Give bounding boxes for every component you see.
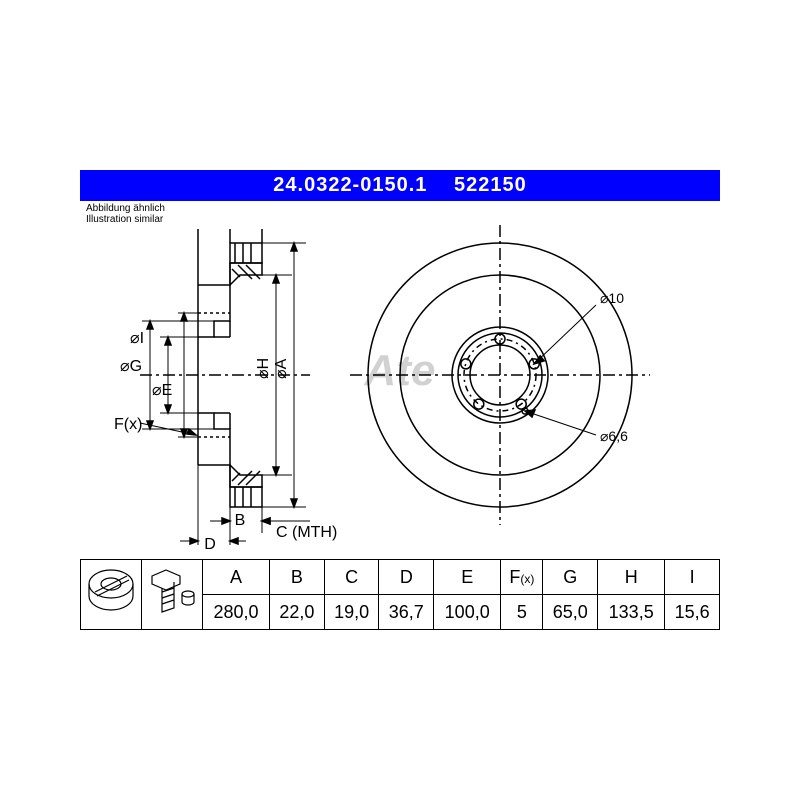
table-header-row: A B C D E F(x) G H I [81, 560, 720, 595]
label-dia10: ⌀10 [600, 290, 624, 306]
label-dia66: ⌀6,6 [600, 428, 628, 444]
label-diaI: ⌀I [130, 330, 144, 347]
val-D: 36,7 [379, 595, 434, 630]
label-diaH: ⌀H [255, 358, 272, 379]
part-code: 522150 [454, 174, 527, 196]
col-I: I [665, 560, 720, 595]
col-E: E [434, 560, 501, 595]
col-F: F(x) [501, 560, 543, 595]
label-diaE: ⌀E [152, 382, 172, 399]
subtitle-de: Abbildung ähnlich [86, 203, 720, 214]
col-A: A [203, 560, 270, 595]
val-E: 100,0 [434, 595, 501, 630]
val-F: 5 [501, 595, 543, 630]
tech-drawing-container: 24.0322-0150.1 522150 Abbildung ähnlich … [80, 170, 720, 630]
col-D: D [379, 560, 434, 595]
disc-icon-cell [81, 560, 142, 630]
label-diaG: ⌀G [120, 358, 142, 375]
val-C: 19,0 [324, 595, 379, 630]
bolt-icon-cell [142, 560, 203, 630]
col-G: G [543, 560, 598, 595]
subtitle-en: Illustration similar [86, 214, 720, 225]
col-B: B [270, 560, 325, 595]
subtitle: Abbildung ähnlich Illustration similar [86, 203, 720, 225]
label-Cmth: C (MTH) [276, 524, 337, 541]
dimension-table: A B C D E F(x) G H I 280,0 22,0 19,0 36,… [80, 559, 720, 630]
col-H: H [598, 560, 665, 595]
label-Fx: F(x) [114, 416, 142, 433]
val-B: 22,0 [270, 595, 325, 630]
brand-watermark: Ate [364, 346, 436, 395]
val-H: 133,5 [598, 595, 665, 630]
technical-drawing-svg: ⌀I ⌀G ⌀E F(x) ⌀H ⌀A B D C (MTH) [80, 225, 720, 555]
part-number: 24.0322-0150.1 [273, 174, 427, 196]
label-D: D [204, 536, 216, 553]
diagram-area: ⌀I ⌀G ⌀E F(x) ⌀H ⌀A B D C (MTH) [80, 225, 720, 555]
label-B: B [235, 512, 246, 529]
val-A: 280,0 [203, 595, 270, 630]
val-I: 15,6 [665, 595, 720, 630]
disc-icon [85, 562, 137, 622]
label-diaA: ⌀A [273, 358, 290, 379]
val-G: 65,0 [543, 595, 598, 630]
bolt-icon [146, 562, 198, 622]
col-C: C [324, 560, 379, 595]
title-bar: 24.0322-0150.1 522150 [80, 170, 720, 201]
